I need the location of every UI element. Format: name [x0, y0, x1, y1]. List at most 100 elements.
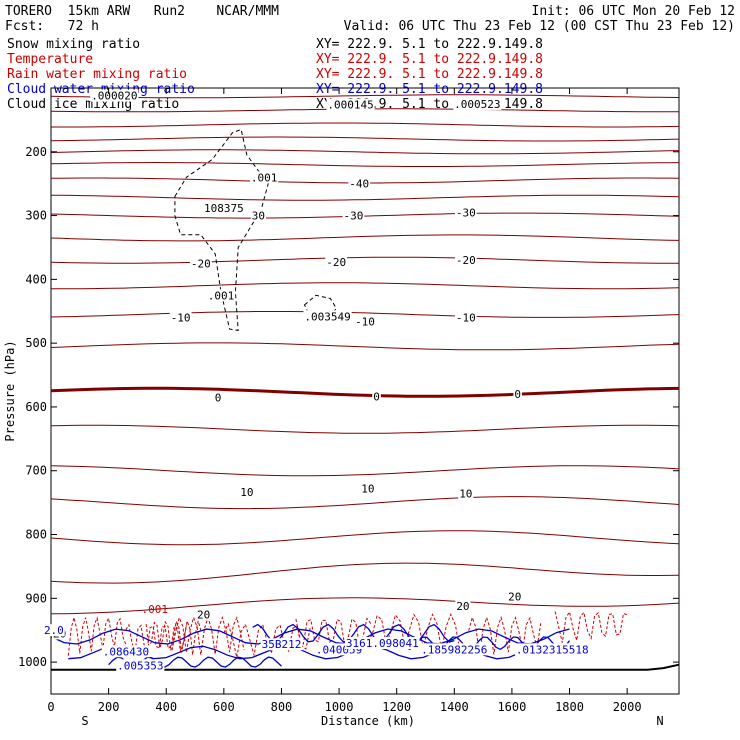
ice-label-bg [453, 97, 502, 110]
temperature-contours [50, 94, 680, 615]
temperature-label: 10 [459, 488, 472, 501]
temperature-label-bg [507, 590, 523, 603]
legend-xy: XY= 222.9. 5.1 to 222.9.149.8 [316, 67, 543, 82]
temperature-label: 0 [514, 388, 521, 401]
rain-contour [67, 616, 127, 656]
snow-max-label-bg [303, 310, 352, 323]
snow-max-label: .003549 [304, 310, 350, 323]
snow-contours [174, 128, 337, 331]
cloud-water-label: .0132315518 [516, 643, 589, 656]
snow-contour [174, 128, 271, 331]
isotherm [50, 136, 680, 142]
x-tick-label: 1400 [440, 700, 469, 714]
rain-contour [554, 610, 628, 643]
temperature-label-bg [455, 599, 471, 612]
ice-label-bg [326, 98, 375, 111]
temperature-label: -40 [349, 178, 369, 191]
temperature-label-bg [325, 256, 348, 269]
temperature-label: 0 [373, 391, 380, 404]
isotherm [51, 122, 680, 128]
x-tick-label: 400 [155, 700, 177, 714]
y-tick-label: 900 [25, 591, 47, 605]
x-tick-label: 200 [98, 700, 120, 714]
temperature-label: -20 [456, 254, 476, 267]
x-axis: 0 200 400 600 800 1000 1200 1400 1600 1800 2000 [47, 88, 642, 714]
cloud-water-label-bg [344, 636, 420, 649]
rain-contour [145, 619, 202, 655]
temperature-label-bg [213, 391, 223, 404]
x-tick-label: 2000 [613, 700, 642, 714]
isotherm [50, 311, 680, 318]
ice-label: .000020 [91, 90, 137, 103]
isotherm [51, 194, 680, 201]
rain-contour [295, 617, 372, 647]
rain-contour [367, 612, 461, 653]
snow-contour-label-bg [249, 171, 279, 184]
cloud-water-contour [396, 636, 571, 651]
temperature-label: -20 [326, 256, 346, 269]
header-forecast: Fcst: 72 h [5, 19, 99, 34]
isotherm [50, 234, 680, 242]
snow-max-label: 108375 [204, 202, 244, 215]
temperature-label-bg [342, 209, 365, 222]
temperature-label-bg [354, 315, 376, 328]
cloud-water-label-bg [116, 659, 165, 672]
temperature-label: 20 [508, 590, 521, 603]
temperature-label: 10 [240, 486, 253, 499]
snow-contour-label: .001 [251, 171, 278, 184]
contour-labels: -40 30 -30 -30 -20 -20 -20 -10 -10 -10 0 0 0 10 10 10 20… [42, 89, 590, 672]
isotherm [50, 530, 680, 546]
temperature-label-bg [189, 257, 212, 270]
isotherm [50, 149, 680, 155]
temperature-label: 20 [197, 608, 210, 621]
x-tick-label: 1000 [325, 700, 354, 714]
temperature-label-bg [360, 482, 376, 495]
x-tick-label: 1600 [497, 700, 526, 714]
temperature-label: 30 [252, 210, 265, 223]
legend-label: Cloud water mixing ratio [7, 82, 195, 97]
temperature-label: -20 [191, 257, 211, 270]
rain-label: .001 [141, 603, 168, 616]
temperature-label-bg [458, 487, 474, 500]
isotherm [50, 94, 680, 99]
y-tick-label: 800 [25, 528, 47, 542]
ice-label: .000145 [327, 99, 373, 112]
header-init: Init: 06 UTC Mon 20 Feb 12 [532, 4, 736, 19]
x-tick-label: 1800 [555, 700, 584, 714]
rain-contour [125, 623, 187, 653]
isotherm [50, 212, 680, 219]
y-tick-label: 300 [25, 209, 47, 223]
legend-label: Rain water mixing ratio [7, 67, 187, 82]
temperature-label-bg [169, 311, 192, 324]
isotherm [50, 562, 680, 584]
y-tick-label: 600 [25, 400, 47, 414]
south-label: S [81, 714, 88, 728]
y-tick-label: 400 [25, 272, 47, 286]
y-tick-label: 200 [25, 145, 47, 159]
x-tick-label: 1200 [382, 700, 411, 714]
rain-contour [171, 615, 245, 655]
x-tick-label: 0 [47, 700, 54, 714]
header-valid: Valid: 06 UTC Thu 23 Feb 12 (00 CST Thu … [344, 19, 735, 34]
cloud-water-contour [50, 628, 570, 645]
header-title: TORERO 15km ARW Run2 NCAR/MMM [5, 4, 279, 19]
isotherm [50, 496, 680, 510]
y-axis-title: Pressure (hPa) [3, 340, 17, 441]
cloud-water-label-bg [42, 624, 65, 637]
cloud-water-label: .086430 [103, 645, 149, 658]
cloud-water-label: 35B212 [262, 638, 302, 651]
isotherm [50, 597, 680, 615]
plot-frame [50, 87, 680, 695]
temperature-label: -10 [171, 312, 191, 325]
temperature-label: -10 [456, 312, 476, 325]
temperature-label-bg [454, 206, 477, 219]
cloud-water-label: .185982256 [421, 643, 487, 656]
x-axis-title: Distance (km) [321, 714, 415, 728]
y-tick-label: 700 [25, 464, 47, 478]
temperature-label-bg [250, 209, 267, 222]
cloud-water-label-bg [514, 643, 590, 656]
legend-xy: XY= 222.9. 5.1 to 222.9.149.8 [316, 82, 543, 97]
temperature-label: 10 [361, 483, 374, 496]
plot-area: -40 30 -30 -30 -20 -20 -20 -10 -10 -10 0 0 0 10 10 10 20… [42, 87, 680, 695]
